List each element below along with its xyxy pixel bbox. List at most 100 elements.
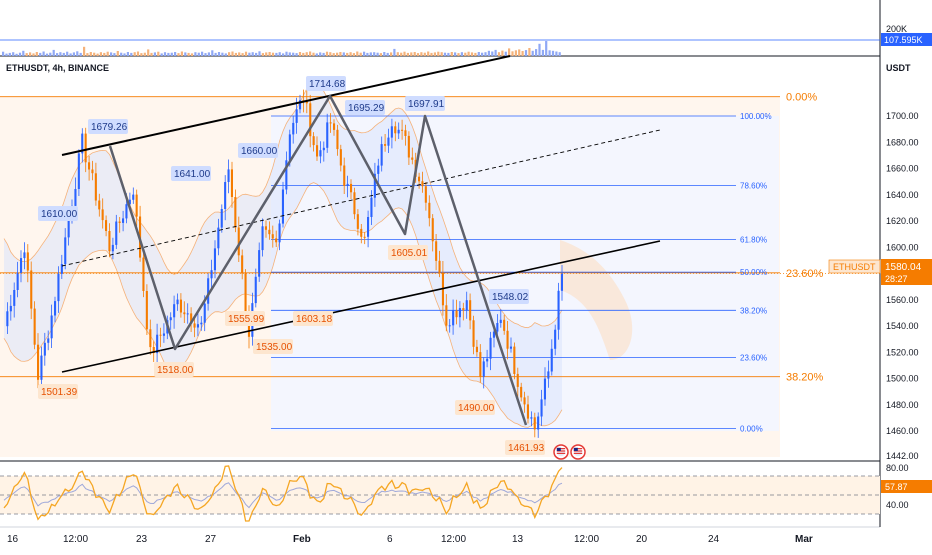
candle-body bbox=[77, 153, 80, 189]
candle-body bbox=[404, 130, 407, 136]
volume-bar bbox=[427, 51, 430, 56]
volume-bar bbox=[413, 52, 416, 56]
economic-event-icon[interactable] bbox=[553, 444, 569, 460]
swing-label: 1518.00 bbox=[157, 365, 194, 376]
candle-body bbox=[278, 223, 281, 243]
volume-bar bbox=[454, 52, 457, 56]
candle-body bbox=[128, 199, 131, 205]
fib-inner-label: 61.80% bbox=[740, 235, 767, 244]
candle-body bbox=[356, 214, 359, 229]
candle-body bbox=[23, 252, 26, 259]
volume-bar bbox=[99, 52, 102, 56]
volume-bar bbox=[497, 52, 501, 56]
volume-bar bbox=[535, 49, 538, 56]
volume-bar bbox=[224, 53, 227, 56]
channel-lower-line[interactable] bbox=[61, 240, 661, 373]
volume-bar bbox=[508, 48, 511, 56]
candle-body bbox=[271, 234, 274, 239]
swing-label: 1679.26 bbox=[91, 122, 128, 133]
fib-inner-label: 0.00% bbox=[740, 424, 763, 433]
candle-body bbox=[411, 157, 414, 160]
volume-bar bbox=[376, 52, 379, 56]
rsi-band-fill bbox=[0, 476, 880, 514]
volume-bar bbox=[18, 52, 22, 56]
candle-body bbox=[526, 404, 529, 419]
volume-bar bbox=[457, 53, 460, 56]
volume-bar bbox=[336, 52, 339, 56]
volume-bar bbox=[160, 53, 163, 56]
volume-bar bbox=[342, 52, 345, 56]
candle-body bbox=[486, 358, 489, 362]
volume-bar bbox=[211, 50, 214, 56]
volume-bar bbox=[396, 52, 399, 56]
channel-upper-line[interactable] bbox=[61, 55, 511, 156]
volume-bar bbox=[386, 52, 389, 56]
volume-bar bbox=[282, 53, 285, 56]
zigzag-pattern[interactable] bbox=[108, 94, 528, 426]
swing-label: 1501.39 bbox=[41, 387, 78, 398]
candle-body bbox=[60, 264, 63, 274]
candle-body bbox=[329, 122, 332, 124]
candle-body bbox=[472, 320, 475, 347]
candle-body bbox=[91, 169, 94, 174]
price-countdown: 28:27 bbox=[885, 274, 908, 284]
price-axis-tick: 1600.00 bbox=[886, 242, 919, 252]
candle-body bbox=[428, 202, 431, 219]
swing-label-box bbox=[505, 440, 545, 455]
swing-label: 1714.68 bbox=[309, 79, 346, 90]
volume-value: 107.595K bbox=[884, 35, 923, 45]
volume-bars bbox=[0, 39, 880, 56]
candle-body bbox=[530, 417, 533, 419]
volume-bar bbox=[555, 51, 558, 56]
current-price-value: 1580.04 bbox=[885, 262, 922, 273]
symbol-label: ETHUSDT, 4h, BINANCE bbox=[6, 63, 109, 73]
volume-bar bbox=[447, 52, 450, 56]
economic-event-icon[interactable] bbox=[570, 444, 586, 460]
candle-body bbox=[550, 348, 553, 372]
volume-bar bbox=[518, 49, 521, 56]
volume-bar bbox=[484, 52, 487, 56]
candle-body bbox=[499, 319, 502, 323]
candle-body bbox=[196, 324, 199, 328]
candle-body bbox=[94, 173, 97, 201]
swing-label-box bbox=[38, 206, 78, 221]
swing-label: 1548.02 bbox=[492, 292, 529, 303]
candle-body bbox=[108, 231, 111, 252]
volume-bar bbox=[126, 52, 129, 56]
candle-body bbox=[533, 417, 536, 430]
price-axis-tick: 1640.00 bbox=[886, 190, 919, 200]
volume-bar bbox=[5, 53, 8, 56]
price-axis-tick: 1500.00 bbox=[886, 374, 919, 384]
candle-body bbox=[88, 162, 91, 170]
volume-bar bbox=[163, 52, 167, 56]
volume-bar bbox=[157, 51, 160, 56]
channel-mid-line[interactable] bbox=[61, 129, 661, 267]
volume-bar bbox=[298, 52, 302, 56]
candle-body bbox=[363, 236, 366, 238]
volume-bar bbox=[545, 41, 548, 56]
candle-body bbox=[179, 299, 182, 313]
candle-body bbox=[105, 220, 108, 231]
swing-label-box bbox=[455, 400, 495, 415]
trend-lines[interactable] bbox=[61, 55, 661, 426]
current-price-tag bbox=[881, 259, 932, 285]
price-axis-tick: 1520.00 bbox=[886, 347, 919, 357]
volume-bar bbox=[150, 52, 153, 56]
volume-bar bbox=[204, 53, 207, 56]
volume-bar bbox=[42, 51, 45, 56]
volume-bar bbox=[443, 52, 447, 56]
swing-labels: 1610.00 1501.39 1679.26 1641.00 1518.00 1555.… bbox=[38, 76, 545, 455]
volume-bar bbox=[83, 46, 86, 56]
rsi-panel bbox=[0, 465, 880, 522]
swing-label-box bbox=[225, 311, 265, 326]
candle-body bbox=[543, 378, 546, 400]
bollinger-upper bbox=[3, 82, 563, 329]
volume-bar bbox=[305, 52, 308, 56]
candle-body bbox=[244, 273, 247, 312]
candle-body bbox=[506, 330, 509, 349]
volume-bar bbox=[275, 52, 278, 56]
fib-inner-label: 50.00% bbox=[740, 268, 767, 277]
candle-body bbox=[458, 308, 461, 318]
